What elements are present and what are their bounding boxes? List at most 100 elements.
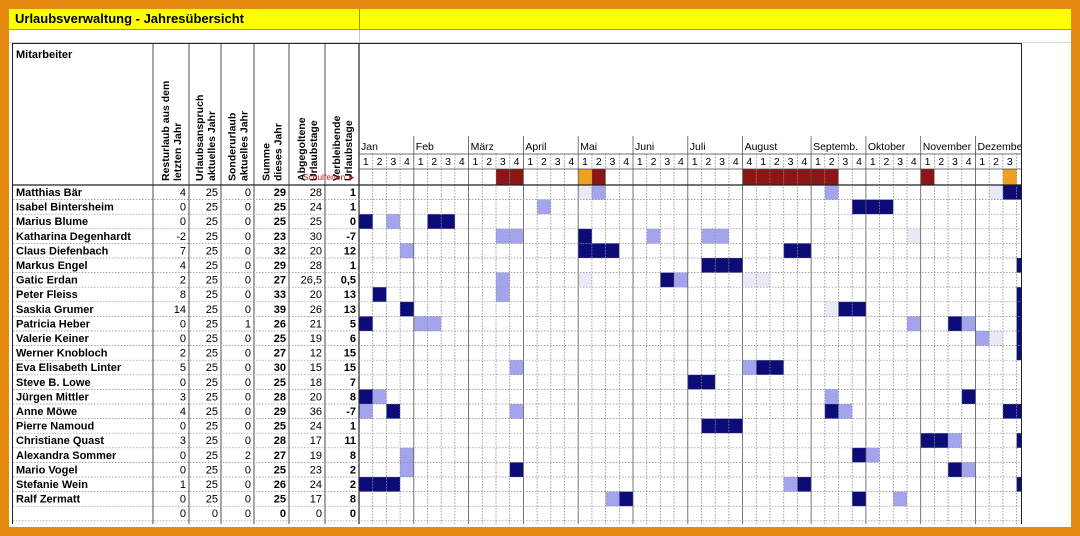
vacation-cell-planned xyxy=(496,272,510,288)
vacation-cell-booked xyxy=(948,316,962,331)
column-header-line: Sonderurlaub xyxy=(227,113,239,181)
employee-sonder: 1 xyxy=(245,318,251,330)
vacation-cell-planned xyxy=(372,389,387,404)
employee-anspruch: 25 xyxy=(206,275,218,287)
employee-abgegolten: 28 xyxy=(310,187,322,199)
column-header-line: aktuelles Jahr xyxy=(239,111,251,181)
ferien-mark xyxy=(797,169,812,185)
week-label: 3 xyxy=(500,156,506,168)
vacation-cell-planned xyxy=(824,185,839,200)
column-header: Verbleibende Urlaubstage xyxy=(331,115,355,181)
employee-abgegolten: 30 xyxy=(310,231,322,243)
ferien-mark xyxy=(1002,169,1017,185)
employee-rest: 7 xyxy=(180,245,186,257)
employee-summe: 30 xyxy=(274,362,286,374)
vacation-cell-booked xyxy=(879,199,894,215)
week-label: 2 xyxy=(596,156,602,168)
employee-rest: -2 xyxy=(176,231,186,243)
vacation-cell-booked xyxy=(756,360,770,375)
ferien-mark xyxy=(811,169,825,185)
employee-summe: 29 xyxy=(274,187,286,199)
vacation-cell-faint xyxy=(578,185,592,200)
employee-summe: 25 xyxy=(274,333,286,345)
vacation-cell-booked xyxy=(701,258,716,273)
employee-anspruch: 25 xyxy=(206,202,218,214)
employee-anspruch: 25 xyxy=(206,348,218,360)
employee-verbleibend: 1 xyxy=(350,421,356,433)
column-header: Summe dieses Jahr xyxy=(261,123,285,181)
employee-verbleibend: 15 xyxy=(344,348,356,360)
employee-summe: 26 xyxy=(274,479,286,491)
employee-verbleibend: 13 xyxy=(344,304,356,316)
week-label: 1 xyxy=(979,156,985,168)
vacation-cell-booked xyxy=(1016,258,1021,273)
vacation-cell-faint xyxy=(989,185,1003,200)
week-label: 3 xyxy=(719,156,725,168)
employee-name: Ralf Zermatt xyxy=(16,494,81,506)
vacation-cell-booked xyxy=(372,477,387,492)
employee-rest: 0 xyxy=(180,318,186,330)
spacer-row xyxy=(9,30,1071,43)
column-header-line: dieses Jahr xyxy=(273,123,285,181)
employee-anspruch: 25 xyxy=(206,450,218,462)
employee-rest: 4 xyxy=(180,406,186,418)
employee-verbleibend: 11 xyxy=(344,435,356,447)
column-header-line: Summe xyxy=(261,143,273,181)
week-label: 4 xyxy=(568,156,574,168)
employee-sonder: 0 xyxy=(245,479,251,491)
employee-anspruch: 25 xyxy=(206,377,218,389)
vacation-cell-faint xyxy=(907,228,921,244)
vacation-grid-container: Mitarbeiter Resturlaub aus dem letzten Jah… xyxy=(12,43,1022,524)
employee-summe: 27 xyxy=(274,348,286,360)
vacation-cell-booked xyxy=(1016,287,1021,302)
employee-rest: 3 xyxy=(180,391,186,403)
employee-name: Saskia Grumer xyxy=(16,304,94,316)
employee-summe: 28 xyxy=(274,435,286,447)
vacation-cell-planned xyxy=(359,404,373,419)
employee-anspruch: 25 xyxy=(206,479,218,491)
week-label: 2 xyxy=(431,156,437,168)
employee-abgegolten: 36 xyxy=(310,406,322,418)
employee-sonder: 0 xyxy=(245,435,251,447)
vacation-cell-faint xyxy=(756,272,770,288)
employee-summe: 25 xyxy=(274,216,286,228)
vacation-cell-faint xyxy=(989,331,1003,346)
week-label: 2 xyxy=(486,156,492,168)
employee-anspruch: 25 xyxy=(206,231,218,243)
vacation-cell-booked xyxy=(852,301,866,317)
vacation-cell-booked xyxy=(797,243,812,258)
vacation-cell-booked xyxy=(619,491,633,507)
grid-background xyxy=(13,44,1021,524)
employee-anspruch: 25 xyxy=(206,304,218,316)
employee-summe: 23 xyxy=(274,231,286,243)
week-label: 2 xyxy=(377,156,383,168)
vacation-cell-booked xyxy=(838,301,853,317)
employee-anspruch: 25 xyxy=(206,435,218,447)
ferien-mark xyxy=(756,169,770,185)
employee-abgegolten: 20 xyxy=(310,391,322,403)
ferien-mark xyxy=(783,169,798,185)
vacation-cell-booked xyxy=(605,243,620,258)
employee-verbleibend: 0 xyxy=(350,523,356,524)
employee-sonder: 0 xyxy=(245,260,251,272)
vacation-cell-booked xyxy=(728,258,743,273)
employee-name: Steve B. Lowe xyxy=(16,377,91,389)
vacation-cell-booked xyxy=(1016,404,1021,419)
employee-name: Eva Elisabeth Linter xyxy=(16,362,122,374)
employee-anspruch: 25 xyxy=(206,216,218,228)
week-label: 3 xyxy=(788,156,794,168)
vacation-cell-booked xyxy=(948,462,962,477)
vacation-cell-booked xyxy=(578,243,592,258)
week-label: 1 xyxy=(418,156,424,168)
employee-sonder: 0 xyxy=(245,187,251,199)
month-label: Dezember xyxy=(978,141,1022,153)
vacation-cell-booked xyxy=(1016,331,1021,346)
vacation-cell-planned xyxy=(509,360,524,375)
employee-anspruch: 25 xyxy=(206,260,218,272)
employee-verbleibend: 0 xyxy=(350,216,356,228)
week-label: 3 xyxy=(390,156,396,168)
employee-rest: 2 xyxy=(180,348,186,360)
vacation-cell-planned xyxy=(742,360,757,375)
employee-anspruch: 25 xyxy=(206,362,218,374)
ferien-mark xyxy=(509,169,524,185)
